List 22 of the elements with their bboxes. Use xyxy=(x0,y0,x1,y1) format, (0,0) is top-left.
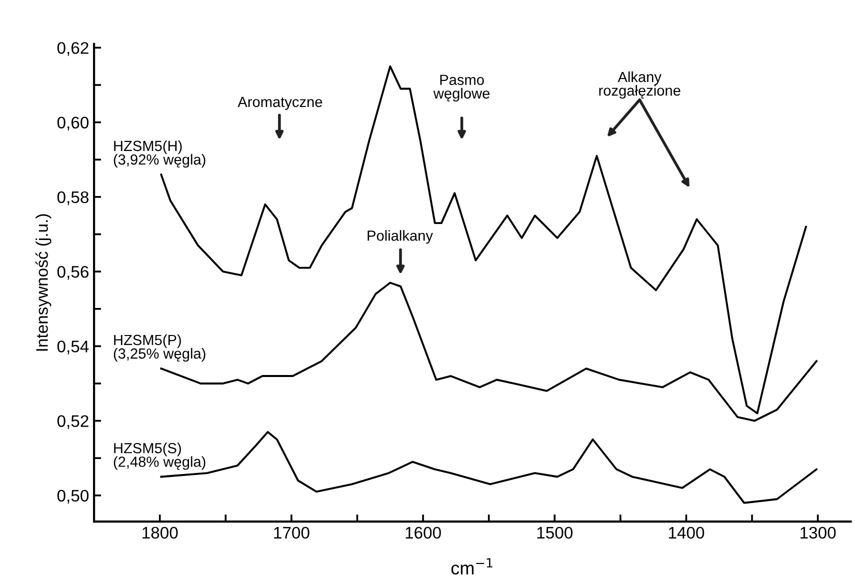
y-tick-label: 0,50 xyxy=(57,490,89,504)
annotation: Aromatyczne xyxy=(238,96,322,110)
x-tick-label: 1300 xyxy=(800,526,836,539)
y-tick-label: 0,58 xyxy=(57,191,88,206)
y-tick-label: 0,62 xyxy=(57,42,88,56)
y-tick-label: 0,60 xyxy=(57,116,89,130)
annotation: Alkany rozgałęzione xyxy=(599,71,680,99)
series-label: HZSM5(H) (3,92% węgla) xyxy=(114,140,206,168)
x-tick-label: 1800 xyxy=(142,526,178,539)
x-tick-label: 1600 xyxy=(406,526,441,539)
annotation: Polialkany xyxy=(368,230,433,244)
y-tick-label: 0,56 xyxy=(57,266,88,280)
y-tick-label: 0,54 xyxy=(57,340,89,354)
y-tick-label: 0,52 xyxy=(57,415,88,429)
x-tick-label: 1700 xyxy=(274,526,310,539)
annotation: Pasmo węglowe xyxy=(433,74,490,102)
series-label: HZSM5(P) (3,25% węgla) xyxy=(114,334,206,362)
series-label: HZSM5(S) (2,48% węgla) xyxy=(114,442,206,470)
x-tick-label: 1500 xyxy=(537,526,573,539)
x-tick-label: 1400 xyxy=(668,526,704,539)
x-axis-title: cm$^{−1}$ xyxy=(451,558,492,575)
y-axis-title: Intensywność (j.u.) xyxy=(35,214,52,351)
